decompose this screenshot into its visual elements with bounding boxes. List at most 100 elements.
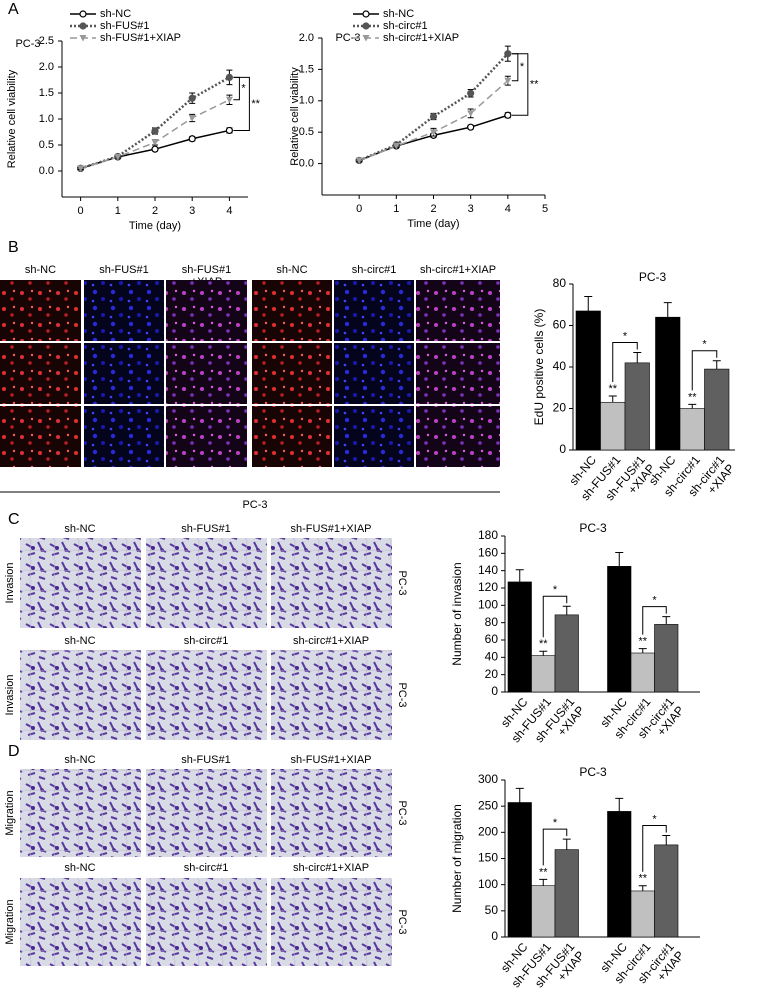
annotation: * [702, 339, 707, 351]
micrograph [334, 406, 414, 467]
y-tick-label: 0 [559, 442, 566, 456]
marker [362, 10, 370, 18]
marker [467, 110, 475, 117]
x-tick-label: 4 [505, 203, 511, 215]
bar [654, 844, 679, 938]
y-tick-label: 250 [478, 798, 498, 812]
y-axis-label: Relative cell viability [289, 67, 301, 166]
micrograph [416, 280, 500, 341]
y-tick-label: 1.5 [39, 87, 54, 99]
x-axis-label: Time (day) [407, 218, 459, 230]
annotation: * [652, 813, 657, 825]
y-tick-label: 60 [485, 632, 499, 646]
annotation: ** [688, 391, 697, 403]
y-tick-label: 2.5 [39, 35, 54, 47]
y-tick-label: 40 [485, 650, 499, 664]
marker [114, 153, 122, 161]
chart-title: PC-3 [639, 270, 667, 284]
micrograph [271, 878, 392, 966]
annotation: * [652, 595, 657, 607]
legend-label: sh-NC [100, 8, 131, 20]
micrograph [20, 878, 141, 966]
bar [607, 811, 632, 938]
error-bar [633, 351, 642, 363]
y-axis-label: Number of migration [450, 804, 464, 913]
annotation: ** [539, 866, 548, 878]
y-axis-label: Number of invasion [450, 562, 464, 665]
bracket [542, 828, 568, 866]
y-tick-label: 0 [491, 929, 498, 943]
marker [79, 22, 87, 30]
marker [467, 123, 475, 131]
y-tick-label: 150 [478, 851, 498, 865]
column-label: sh-FUS#1 [181, 523, 231, 535]
y-tick-label: 100 [478, 598, 498, 612]
bar [624, 362, 650, 451]
micrograph [20, 538, 141, 628]
y-tick-label: 1.0 [39, 113, 54, 125]
annotation: ** [530, 78, 539, 90]
column-label: sh-FUS#1 [181, 754, 231, 766]
bar [607, 566, 632, 693]
bar [507, 581, 532, 693]
annotation: * [623, 330, 628, 342]
marker [225, 126, 233, 135]
micrograph [146, 769, 267, 857]
column-label: sh-circ#1+XIAP [293, 635, 369, 647]
micrograph [271, 650, 392, 740]
panel-letter: C [8, 511, 20, 528]
row-label: Invasion [4, 675, 16, 716]
marker [151, 145, 159, 153]
error-bar [662, 616, 671, 625]
marker [77, 165, 85, 172]
column-label: sh-circ#1+XIAP [293, 862, 369, 874]
y-tick-label: 0.0 [299, 158, 314, 170]
x-tick-label: 5 [542, 203, 548, 215]
y-tick-label: 140 [478, 563, 498, 577]
side-label: PC-3 [396, 800, 408, 825]
error-bar [615, 551, 624, 567]
marker [430, 129, 437, 136]
micrograph [166, 280, 247, 341]
bracket [642, 606, 667, 635]
chart-title: PC-3 [15, 38, 40, 50]
micrograph [0, 343, 81, 404]
y-tick-label: 80 [553, 276, 567, 290]
micrograph [334, 343, 414, 404]
micrograph [416, 406, 500, 467]
marker [188, 135, 196, 143]
micrograph [0, 280, 81, 341]
y-tick-label: 200 [478, 825, 498, 839]
error-bar [584, 295, 593, 311]
micrograph [252, 406, 332, 467]
marker [467, 89, 475, 97]
marker [362, 22, 370, 30]
bar [531, 885, 556, 938]
bracket [612, 341, 638, 383]
x-tick-label: 1 [393, 203, 399, 215]
bar [630, 652, 655, 693]
y-tick-label: 0.0 [39, 165, 54, 177]
y-tick-label: 80 [485, 615, 499, 629]
annotation: * [520, 61, 525, 73]
y-tick-label: 180 [478, 528, 498, 542]
error-bar [688, 403, 697, 409]
x-tick-label: 2 [430, 203, 436, 215]
column-label: sh-NC [25, 264, 56, 276]
error-bar [638, 648, 647, 653]
row-label: Migration [4, 899, 16, 944]
series-line [80, 76, 231, 170]
x-tick-label: 3 [468, 203, 474, 215]
bracket [511, 53, 519, 82]
bracket [511, 53, 529, 116]
micrograph [166, 406, 247, 467]
column-label: sh-FUS#1+XIAP [290, 754, 371, 766]
error-bar [562, 605, 571, 615]
legend-label: sh-circ#1+XIAP [383, 32, 459, 44]
y-tick-label: 160 [478, 546, 498, 560]
marker [504, 50, 512, 58]
column-label: sh-FUS#1+XIAP [290, 523, 371, 535]
column-label: sh-NC [64, 523, 95, 535]
y-tick-label: 2.0 [39, 61, 54, 73]
error-bar [615, 797, 624, 812]
